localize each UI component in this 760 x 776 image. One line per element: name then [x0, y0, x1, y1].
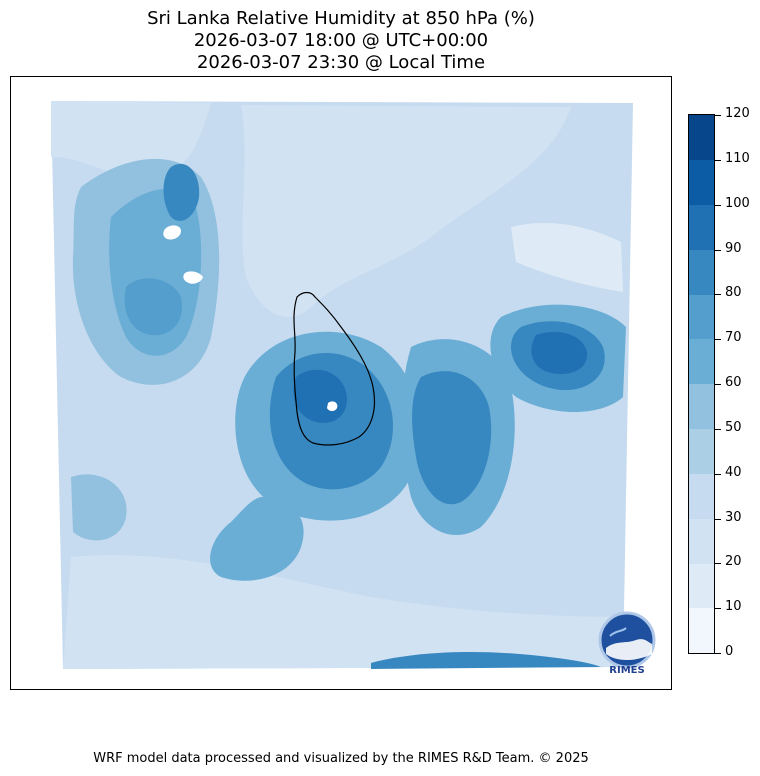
- colorbar-tick-label: 10: [725, 599, 742, 615]
- colorbar-tick-label: 110: [725, 150, 750, 166]
- humidity-band-west-core: [163, 163, 200, 221]
- colorbar-tick: [715, 563, 721, 565]
- colorbar-tick: [715, 384, 721, 385]
- colorbar-segment: [689, 473, 714, 519]
- colorbar-segment: [689, 518, 714, 564]
- colorbar-tick: [715, 653, 721, 654]
- colorbar-segment: [689, 159, 714, 205]
- colorbar-tick-label: 0: [725, 644, 734, 659]
- map-frame: [10, 76, 672, 690]
- colorbar-tick: [715, 159, 721, 161]
- colorbar-tick: [715, 473, 721, 475]
- colorbar-tick-label: 30: [725, 509, 742, 525]
- chart-title: Sri Lanka Relative Humidity at 850 hPa (…: [147, 8, 535, 29]
- colorbar-tick: [715, 115, 721, 116]
- colorbar-tick-label: 50: [725, 419, 742, 435]
- missing-data-blob-3: [327, 401, 338, 411]
- colorbar-tick-label: 120: [725, 106, 750, 121]
- humidity-region-light-west: [51, 101, 211, 180]
- humidity-band-sw: [71, 474, 127, 541]
- colorbar: [688, 114, 715, 654]
- humidity-band-bottom: [371, 651, 601, 669]
- colorbar-segment: [689, 339, 714, 385]
- colorbar-segment: [689, 249, 714, 295]
- colorbar-tick: [715, 339, 721, 341]
- colorbar-tick: [715, 204, 721, 206]
- colorbar-segment: [689, 563, 714, 609]
- humidity-band-east-mid: [412, 371, 492, 505]
- colorbar-tick: [715, 294, 721, 296]
- colorbar-tick-label: 90: [725, 240, 742, 256]
- colorbar-tick: [715, 608, 721, 610]
- humidity-region-light-north: [241, 105, 571, 317]
- chart-subtitle-local: 2026-03-07 23:30 @ Local Time: [196, 52, 486, 73]
- colorbar-segment: [689, 294, 714, 340]
- colorbar-tick-label: 20: [725, 554, 742, 570]
- colorbar-segment: [689, 428, 714, 474]
- colorbar-segment: [689, 115, 714, 160]
- colorbar-segment: [689, 608, 714, 654]
- colorbar-tick: [715, 518, 721, 520]
- colorbar-tick-label: 80: [725, 285, 742, 301]
- missing-data-blob-1: [163, 225, 181, 240]
- colorbar-segment: [689, 384, 714, 429]
- colorbar-tick-label: 70: [725, 330, 742, 346]
- humidity-region-light-south: [63, 555, 623, 669]
- rimes-logo-icon: [598, 611, 656, 669]
- humidity-band-ne-core: [531, 331, 588, 375]
- footer-credit: WRF model data processed and visualized …: [93, 751, 589, 766]
- colorbar-segment: [689, 204, 714, 250]
- colorbar-tick-label: 100: [725, 195, 750, 211]
- missing-data-blob-2: [183, 271, 203, 284]
- humidity-region-lightest-ne: [511, 222, 623, 292]
- chart-subtitle-utc: 2026-03-07 18:00 @ UTC+00:00: [193, 30, 489, 51]
- humidity-band-west-core2: [124, 278, 182, 336]
- colorbar-tick: [715, 428, 721, 430]
- colorbar-tick: [715, 249, 721, 251]
- colorbar-tick-label: 40: [725, 464, 742, 480]
- humidity-map: [51, 101, 633, 669]
- sri-lanka-coastline: [293, 291, 376, 446]
- colorbar-tick-label: 60: [725, 375, 742, 390]
- logo-text: RIMES: [609, 665, 645, 676]
- humidity-tongue-south: [210, 497, 304, 581]
